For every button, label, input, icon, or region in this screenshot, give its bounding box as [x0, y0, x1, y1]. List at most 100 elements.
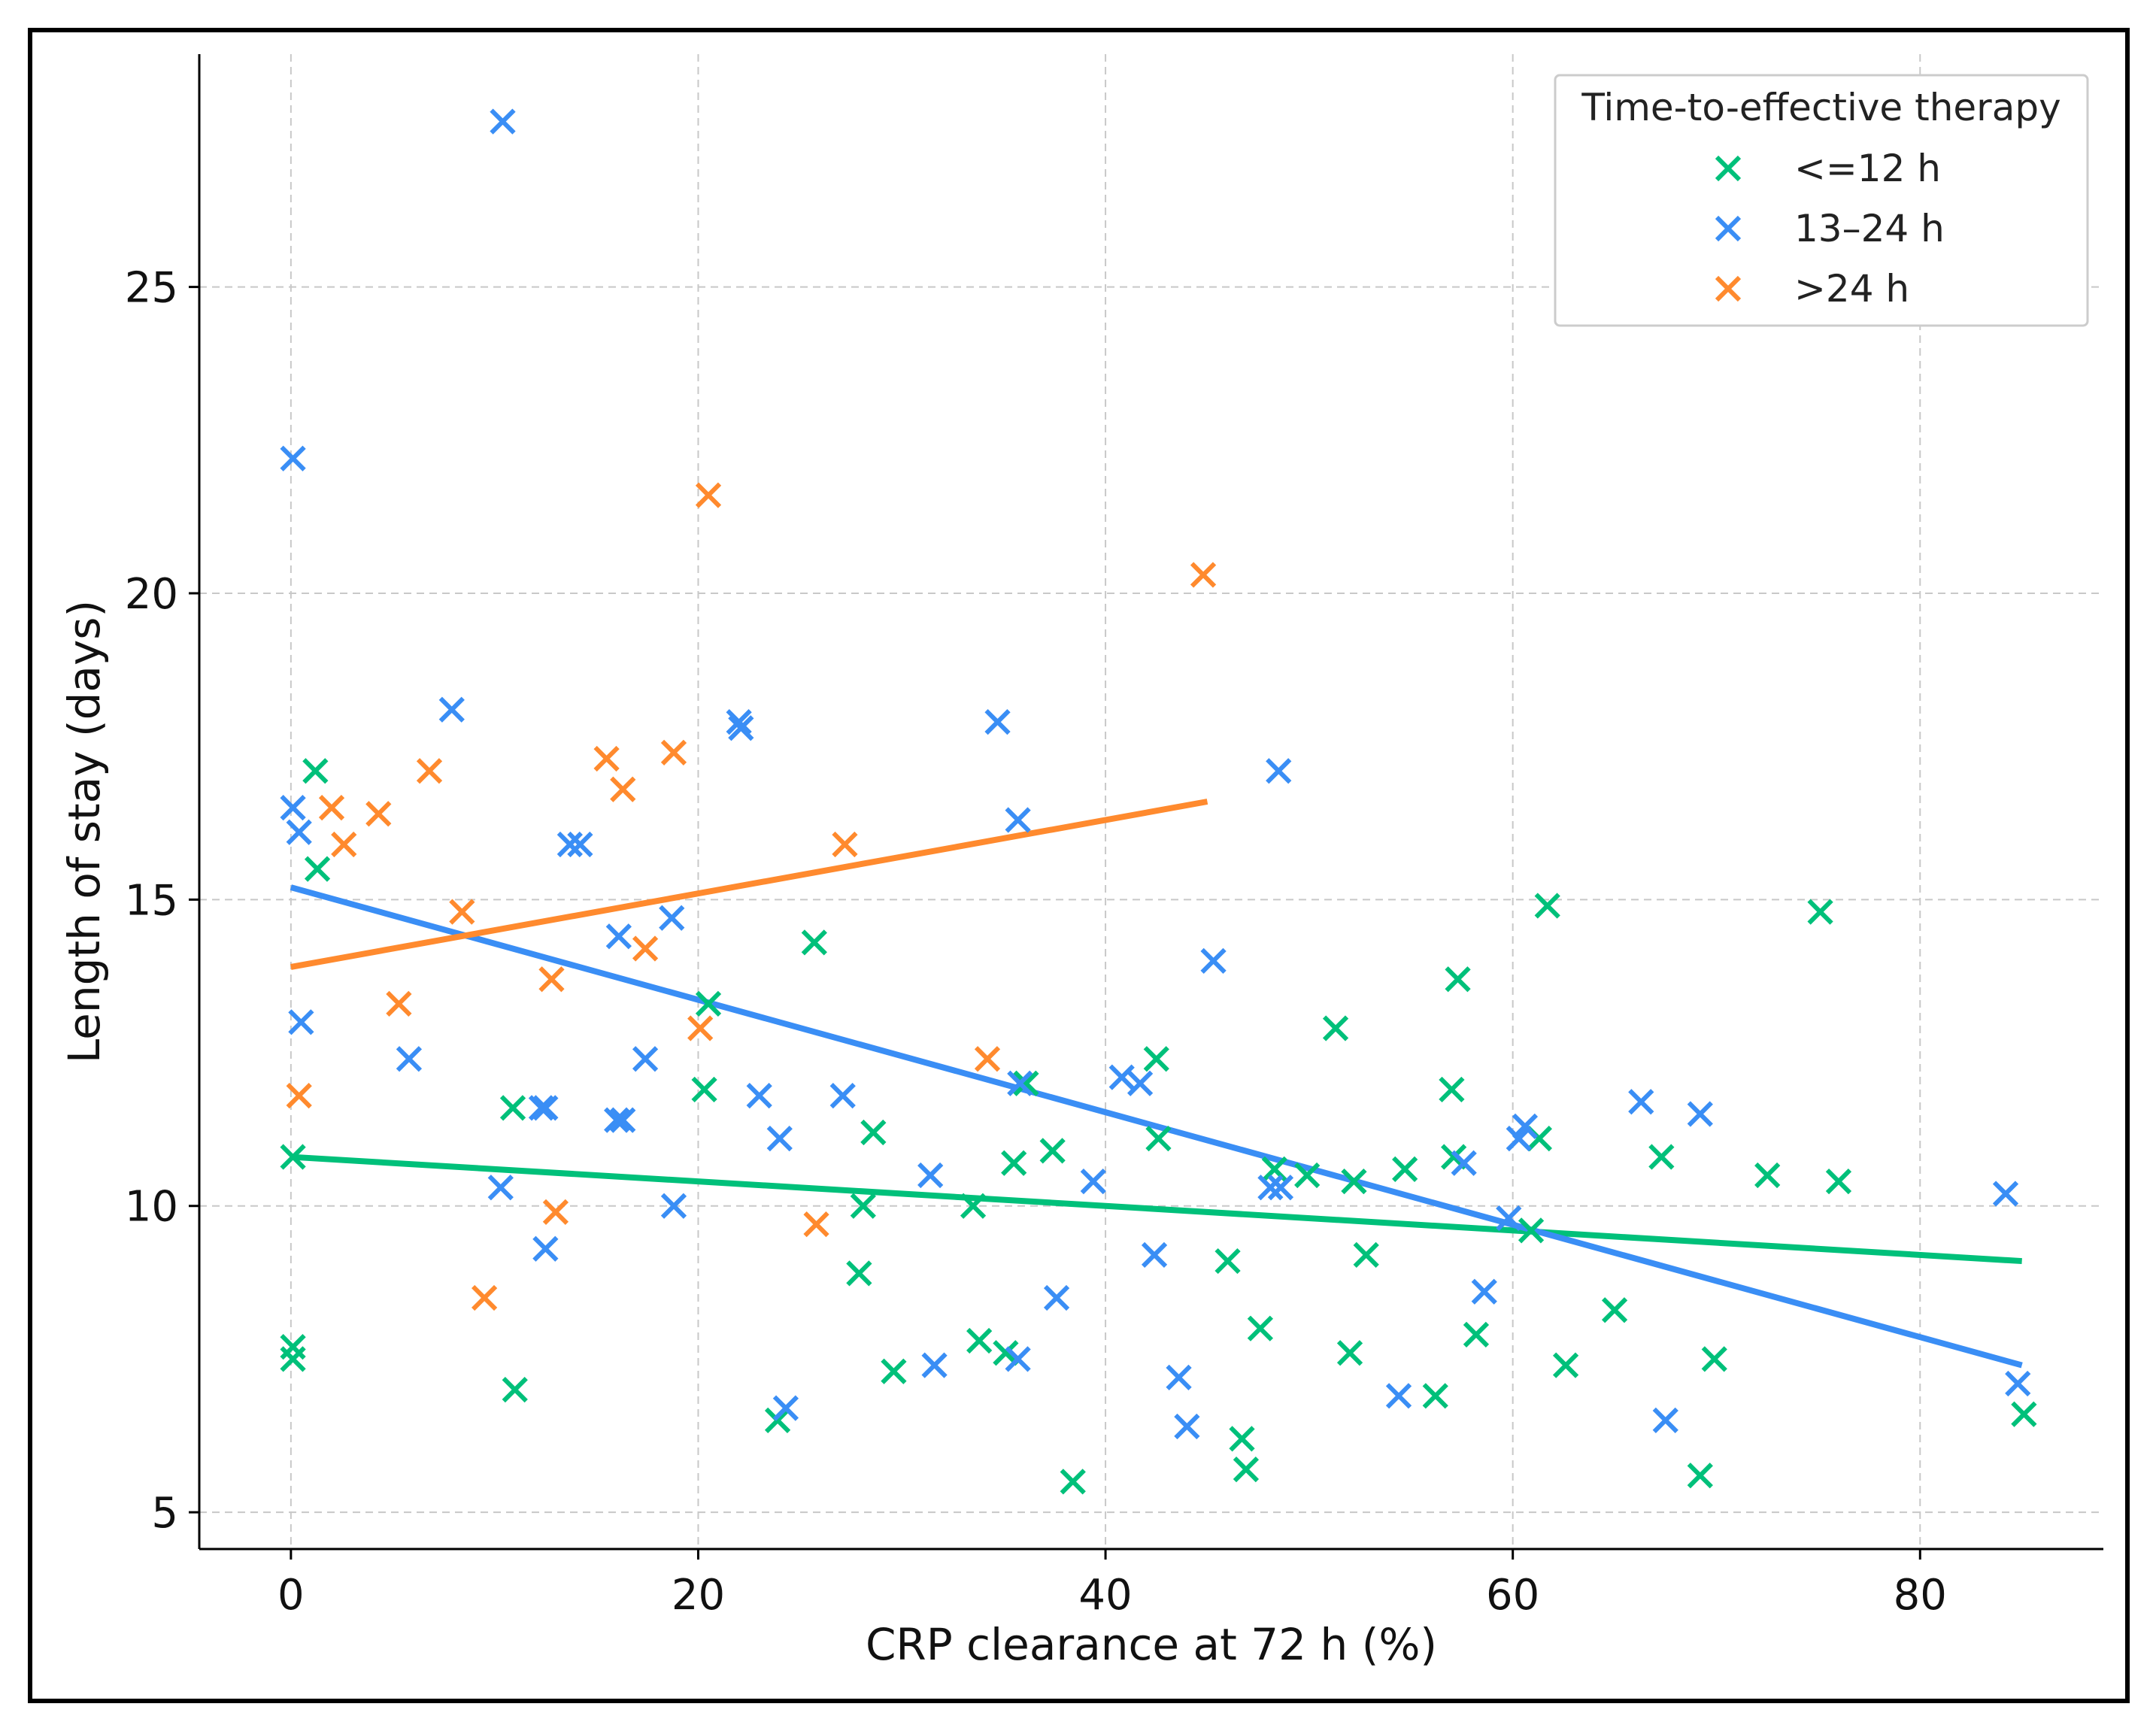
- data-point-series-2: [449, 899, 475, 925]
- data-point-series-0: [764, 1407, 791, 1434]
- legend-marker: [1715, 155, 1742, 182]
- data-point-series-1: [1166, 1364, 1192, 1390]
- data-point-series-0: [1336, 1340, 1363, 1366]
- x-axis-title: CRP clearance at 72 h (%): [866, 1619, 1437, 1670]
- data-point-series-0: [850, 1193, 876, 1219]
- data-point-series-1: [1652, 1407, 1678, 1434]
- data-point-series-1: [487, 1175, 514, 1201]
- data-point-series-1: [532, 1095, 559, 1121]
- data-point-series-0: [1322, 1015, 1349, 1041]
- x-tick-label: 20: [672, 1571, 725, 1620]
- data-point-series-1: [604, 1107, 630, 1133]
- data-point-series-2: [974, 1046, 1001, 1072]
- data-point-series-1: [567, 831, 593, 858]
- legend-title: Time-to-effective therapy: [1581, 86, 2060, 129]
- data-point-series-1: [1005, 807, 1031, 833]
- x-tick-label: 40: [1078, 1571, 1132, 1620]
- data-point-series-1: [1267, 1175, 1294, 1201]
- data-point-series-1: [1257, 1175, 1284, 1201]
- data-point-series-0: [860, 1119, 887, 1146]
- data-point-series-1: [746, 1082, 772, 1109]
- legend-marker: [1715, 275, 1742, 302]
- data-point-series-1: [280, 445, 306, 471]
- trendlines: [290, 799, 2023, 1369]
- data-point-series-2: [593, 745, 620, 772]
- data-point-series-0: [1392, 1156, 1418, 1182]
- data-point-series-2: [660, 739, 687, 765]
- axes: [198, 54, 2103, 1551]
- data-point-series-2: [832, 831, 858, 858]
- data-point-series-1: [1992, 1181, 2019, 1207]
- data-point-series-0: [1143, 1046, 1169, 1072]
- trendline-series-1: [290, 884, 2023, 1369]
- data-point-series-1: [556, 831, 583, 858]
- x-tick-label: 60: [1486, 1571, 1539, 1620]
- data-point-series-1: [288, 1009, 314, 1035]
- data-point-series-0: [1039, 1138, 1066, 1164]
- data-point-series-1: [1471, 1278, 1497, 1305]
- y-axis-title: Length of stay (days): [59, 600, 110, 1063]
- data-point-series-1: [1007, 1070, 1033, 1096]
- data-point-series-0: [302, 758, 329, 784]
- data-point-series-0: [881, 1358, 907, 1384]
- data-point-series-0: [1001, 1150, 1027, 1176]
- data-point-series-2: [538, 966, 565, 993]
- data-point-series-0: [1294, 1162, 1321, 1189]
- data-point-series-0: [1445, 966, 1471, 993]
- legend-items: <=12 h 13–24 h >24 h: [1715, 147, 1945, 311]
- y-tick-label: 15: [125, 876, 178, 925]
- data-point-series-0: [1422, 1383, 1448, 1409]
- data-point-series-1: [396, 1046, 423, 1072]
- data-point-series-0: [499, 1095, 526, 1121]
- y-tick-label: 20: [125, 570, 178, 619]
- data-point-series-0: [695, 990, 722, 1017]
- data-point-series-0: [846, 1260, 872, 1287]
- data-points: [280, 108, 2037, 1495]
- data-point-series-1: [286, 819, 312, 845]
- data-point-series-1: [528, 1095, 555, 1121]
- data-point-series-0: [304, 856, 331, 882]
- data-point-series-0: [280, 1346, 306, 1372]
- legend-box: [1554, 74, 2089, 327]
- data-point-series-1: [1496, 1205, 1522, 1232]
- data-point-series-0: [1825, 1169, 1852, 1195]
- data-point-series-2: [286, 1082, 312, 1109]
- data-point-series-1: [766, 1125, 793, 1152]
- data-point-series-1: [1141, 1241, 1168, 1269]
- legend-label: >24 h: [1794, 267, 1909, 311]
- x-tick-label: 80: [1894, 1571, 1947, 1620]
- data-point-series-0: [1534, 893, 1560, 919]
- data-point-series-1: [984, 708, 1011, 735]
- legend-label: 13–24 h: [1794, 207, 1945, 250]
- data-point-series-0: [1463, 1321, 1490, 1348]
- data-point-series-0: [691, 1076, 717, 1103]
- data-point-series-1: [829, 1082, 856, 1109]
- data-point-series-2: [472, 1284, 498, 1311]
- data-point-series-0: [993, 1340, 1019, 1366]
- y-tick-label: 10: [125, 1183, 178, 1232]
- data-point-series-1: [1512, 1113, 1539, 1139]
- data-point-series-0: [801, 929, 827, 956]
- data-point-series-2: [318, 795, 345, 821]
- data-point-series-1: [917, 1162, 944, 1189]
- data-point-series-1: [1005, 1346, 1031, 1372]
- data-point-series-0: [1601, 1297, 1628, 1323]
- x-tick-label: 0: [277, 1571, 305, 1620]
- data-point-series-1: [728, 715, 754, 741]
- data-point-series-1: [1451, 1150, 1477, 1176]
- data-point-series-1: [1266, 758, 1292, 784]
- data-point-series-2: [542, 1199, 569, 1226]
- data-point-series-0: [280, 1144, 306, 1170]
- data-point-series-1: [605, 923, 632, 950]
- data-point-series-0: [1648, 1144, 1675, 1170]
- data-point-series-2: [365, 801, 392, 827]
- data-point-series-1: [1506, 1125, 1532, 1152]
- data-point-series-0: [1229, 1426, 1255, 1452]
- data-point-series-1: [772, 1395, 799, 1421]
- data-point-series-0: [1439, 1076, 1465, 1103]
- data-point-series-1: [438, 696, 465, 723]
- data-point-series-0: [966, 1327, 993, 1354]
- data-point-series-2: [386, 990, 412, 1017]
- data-point-series-1: [1200, 947, 1227, 974]
- data-point-series-1: [660, 1193, 687, 1219]
